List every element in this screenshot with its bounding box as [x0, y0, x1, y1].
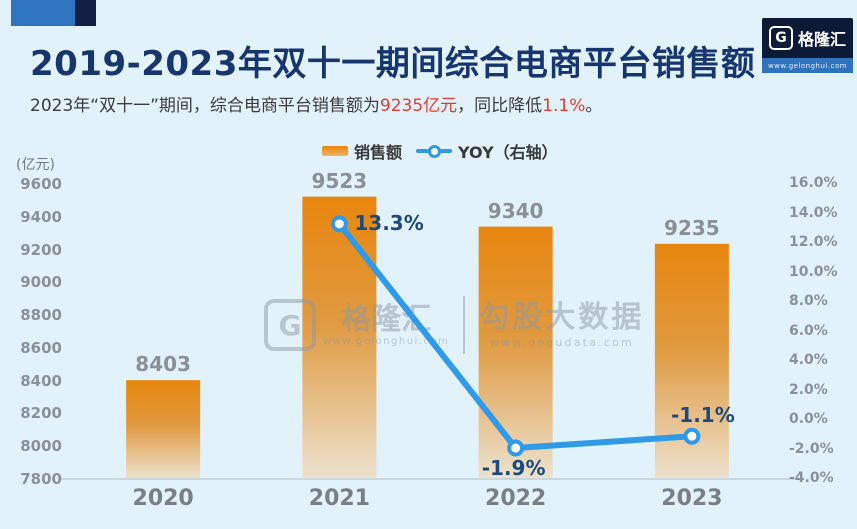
- legend-item-yoy: YOY（右轴）: [416, 139, 558, 163]
- deco-blue-rect: [11, 0, 75, 26]
- x-axis-label: 2020: [132, 486, 194, 511]
- right-axis-tick: 2.0%: [789, 381, 828, 398]
- watermark-product: 勾股大数据: [479, 300, 645, 336]
- left-axis-tick: 9400: [20, 207, 62, 226]
- watermark-product-block: 勾股大数据 www.gogudata.com: [479, 301, 644, 349]
- left-axis-tick: 8400: [20, 371, 62, 390]
- page-title: 2019-2023年双十一期间综合电商平台销售额: [30, 44, 756, 84]
- left-axis-tick: 8800: [20, 306, 62, 325]
- yoy-marker: [683, 427, 701, 445]
- right-axis-tick: 16.0%: [789, 175, 838, 191]
- chart-legend: 销售额 YOY（右轴）: [322, 139, 558, 163]
- x-axis-label: 2022: [485, 486, 547, 511]
- bar-value-label: 9235: [664, 215, 720, 240]
- bar-value-label: 9340: [487, 198, 544, 223]
- yoy-marker: [330, 215, 348, 233]
- watermark-divider: [463, 296, 466, 354]
- brand-logo: G 格隆汇 www.gelonghui.com: [762, 18, 853, 73]
- watermark-brand: 格隆汇: [341, 302, 432, 337]
- left-axis-tick: 7800: [20, 470, 62, 488]
- left-axis-unit: (亿元): [16, 157, 55, 173]
- subtitle-period: 。: [585, 96, 603, 116]
- right-axis-tick: -2.0%: [789, 440, 834, 457]
- x-axis-label: 2023: [661, 486, 723, 511]
- watermark-product-url: www.gogudata.com: [489, 335, 634, 349]
- bar-2023: [654, 243, 729, 479]
- line-swatch-icon: [416, 145, 453, 158]
- bar-2021: [302, 196, 377, 479]
- watermark-brand-url: www.gelonghui.com: [323, 336, 450, 347]
- right-axis-tick: 4.0%: [789, 352, 828, 368]
- left-axis-tick: 8200: [20, 404, 62, 423]
- right-axis-tick: 6.0%: [789, 322, 828, 339]
- left-axis-tick: 9600: [20, 175, 62, 193]
- watermark-brand-block: 格隆汇 www.gelonghui.com: [323, 303, 449, 347]
- left-axis-tick: 8600: [20, 338, 62, 357]
- yoy-marker: [507, 439, 525, 457]
- watermark-g-icon: G: [264, 299, 316, 351]
- brand-logo-url: www.gelonghui.com: [762, 58, 853, 73]
- bar-2022: [478, 226, 553, 479]
- left-axis-tick: 8000: [20, 437, 62, 456]
- legend-label-sales: 销售额: [354, 143, 403, 162]
- legend-item-sales: 销售额: [322, 139, 402, 163]
- subtitle: 2023年“双十一”期间，综合电商平台销售额为9235亿元，同比降低1.1%。: [30, 91, 602, 116]
- yoy-point-label: -1.9%: [481, 456, 546, 481]
- watermark: G 格隆汇 www.gelonghui.com 勾股大数据 www.goguda…: [264, 296, 644, 354]
- subtitle-text: 2023年“双十一”期间，综合电商平台销售额为: [30, 96, 380, 116]
- subtitle-text-2: ，同比降低: [457, 96, 543, 116]
- bar-swatch-icon: [322, 146, 348, 156]
- deco-navy-rect: [75, 0, 96, 26]
- yoy-line: [336, 220, 695, 452]
- right-axis-tick: 14.0%: [789, 204, 838, 221]
- bar-value-label: 8403: [135, 352, 191, 377]
- yoy-point-label: 13.3%: [354, 210, 424, 235]
- right-axis-tick: 0.0%: [789, 411, 828, 427]
- left-axis-tick: 9200: [20, 240, 62, 259]
- bar-value-label: 9523: [311, 168, 368, 193]
- brand-logo-main: G 格隆汇: [762, 18, 853, 58]
- right-axis-tick: 8.0%: [789, 293, 828, 309]
- bar-2020: [126, 380, 201, 479]
- brand-logo-name: 格隆汇: [797, 30, 846, 49]
- left-axis-tick: 9000: [20, 273, 62, 292]
- yoy-point-label: -1.1%: [670, 403, 735, 428]
- legend-label-yoy: YOY（右轴）: [458, 143, 558, 162]
- right-axis-tick: 12.0%: [789, 234, 838, 250]
- subtitle-sales-value: 9235亿元: [379, 96, 458, 116]
- gelonghui-g-icon: G: [768, 26, 793, 50]
- subtitle-yoy-value: 1.1%: [542, 96, 586, 116]
- right-axis-tick: 10.0%: [789, 263, 838, 280]
- x-axis-label: 2021: [308, 486, 370, 511]
- right-axis-tick: -4.0%: [789, 470, 834, 486]
